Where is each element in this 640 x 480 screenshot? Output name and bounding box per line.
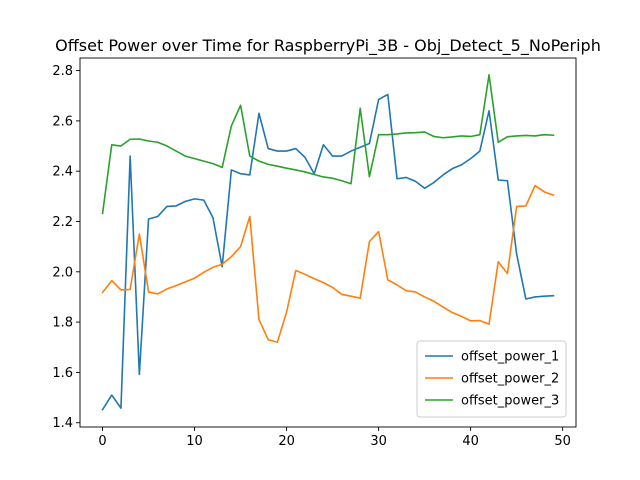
x-axis: 0 10 20 30 40 50 — [98, 427, 571, 449]
plot-frame — [79, 57, 577, 428]
y-tick-label: 2.0 — [52, 265, 73, 280]
y-axis: 1.4 1.6 1.8 2.0 2.2 2.4 2.6 2.8 — [52, 64, 80, 431]
legend-label: offset_power_1 — [461, 350, 559, 365]
y-tick-label: 1.6 — [52, 366, 73, 381]
x-tick-label: 40 — [462, 434, 479, 449]
y-tick-label: 1.8 — [52, 316, 73, 331]
x-tick-label: 20 — [278, 434, 295, 449]
y-tick-label: 1.4 — [52, 416, 73, 431]
series-line-offset-power-1 — [101, 93, 555, 411]
x-tick-label: 0 — [98, 434, 106, 449]
y-tick-label: 2.8 — [52, 64, 73, 79]
legend-label: offset_power_2 — [461, 372, 559, 387]
y-tick-label: 2.6 — [52, 114, 73, 129]
plot-area — [79, 57, 577, 428]
y-tick-label: 2.2 — [52, 215, 73, 230]
legend: offset_power_1 offset_power_2 offset_power… — [416, 340, 567, 418]
legend-label: offset_power_3 — [461, 394, 559, 409]
x-tick-label: 10 — [186, 434, 203, 449]
chart-title: Offset Power over Time for RaspberryPi_3… — [55, 36, 601, 56]
legend-box — [416, 340, 567, 418]
y-tick-label: 2.4 — [52, 165, 73, 180]
x-tick-label: 50 — [554, 434, 571, 449]
x-tick-label: 30 — [370, 434, 387, 449]
series-layer — [101, 74, 555, 411]
series-line-offset-power-3 — [101, 74, 555, 215]
series-line-offset-power-2 — [101, 184, 555, 344]
